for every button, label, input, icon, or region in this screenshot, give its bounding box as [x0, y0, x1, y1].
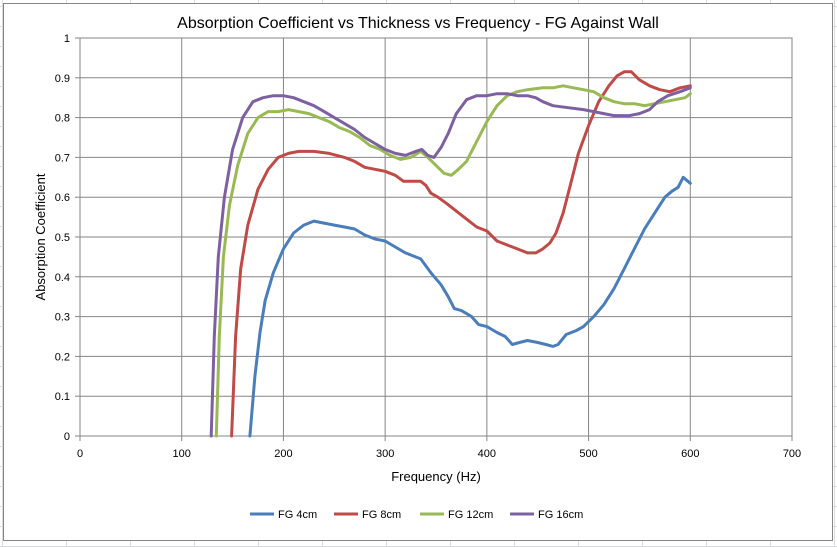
chart-title: Absorption Coefficient vs Thickness vs F…: [177, 15, 659, 32]
y-tick-label: 0.2: [55, 351, 70, 363]
y-tick-label: 0.6: [55, 192, 70, 204]
x-tick-label: 200: [274, 448, 292, 460]
series-line-fg-4cm[interactable]: [248, 175, 692, 438]
x-tick-label: 400: [478, 448, 496, 460]
x-tick-label: 500: [579, 448, 597, 460]
x-tick-label: 100: [173, 448, 191, 460]
x-tick-label: 0: [77, 448, 83, 460]
series-line-fg-12cm[interactable]: [214, 84, 692, 438]
x-tick-label: 300: [376, 448, 394, 460]
legend-label: FG 12cm: [448, 509, 493, 521]
legend-label: FG 16cm: [538, 509, 583, 521]
y-tick-label: 0.5: [55, 232, 70, 244]
legend[interactable]: FG 4cm FG 8cm FG 12cm FG 16cm: [250, 509, 583, 521]
data-series: [209, 70, 692, 438]
chart-area[interactable]: [3, 3, 833, 541]
x-axis-ticks: 0 100 200 300 400 500 600 700: [77, 436, 801, 460]
y-tick-label: 0.1: [55, 391, 70, 403]
y-tick-label: 1: [64, 33, 70, 45]
x-tick-label: 600: [681, 448, 699, 460]
y-tick-label: 0: [64, 431, 70, 443]
x-tick-label: 700: [783, 448, 801, 460]
y-tick-label: 0.9: [55, 73, 70, 85]
y-tick-label: 0.8: [55, 113, 70, 125]
y-axis-ticks: 0 0.1 0.2 0.3 0.4 0.5 0.6 0.7 0.8 0.9 1: [55, 33, 80, 443]
x-axis-title: Frequency (Hz): [391, 469, 481, 484]
series-line-fg-16cm[interactable]: [209, 86, 692, 438]
legend-label: FG 8cm: [362, 509, 401, 521]
y-tick-label: 0.7: [55, 152, 70, 164]
y-tick-label: 0.3: [55, 312, 70, 324]
y-axis-title: Absorption Coefficient: [33, 173, 48, 300]
series-line-fg-8cm[interactable]: [230, 70, 692, 438]
legend-label: FG 4cm: [278, 509, 317, 521]
y-tick-label: 0.4: [55, 272, 70, 284]
